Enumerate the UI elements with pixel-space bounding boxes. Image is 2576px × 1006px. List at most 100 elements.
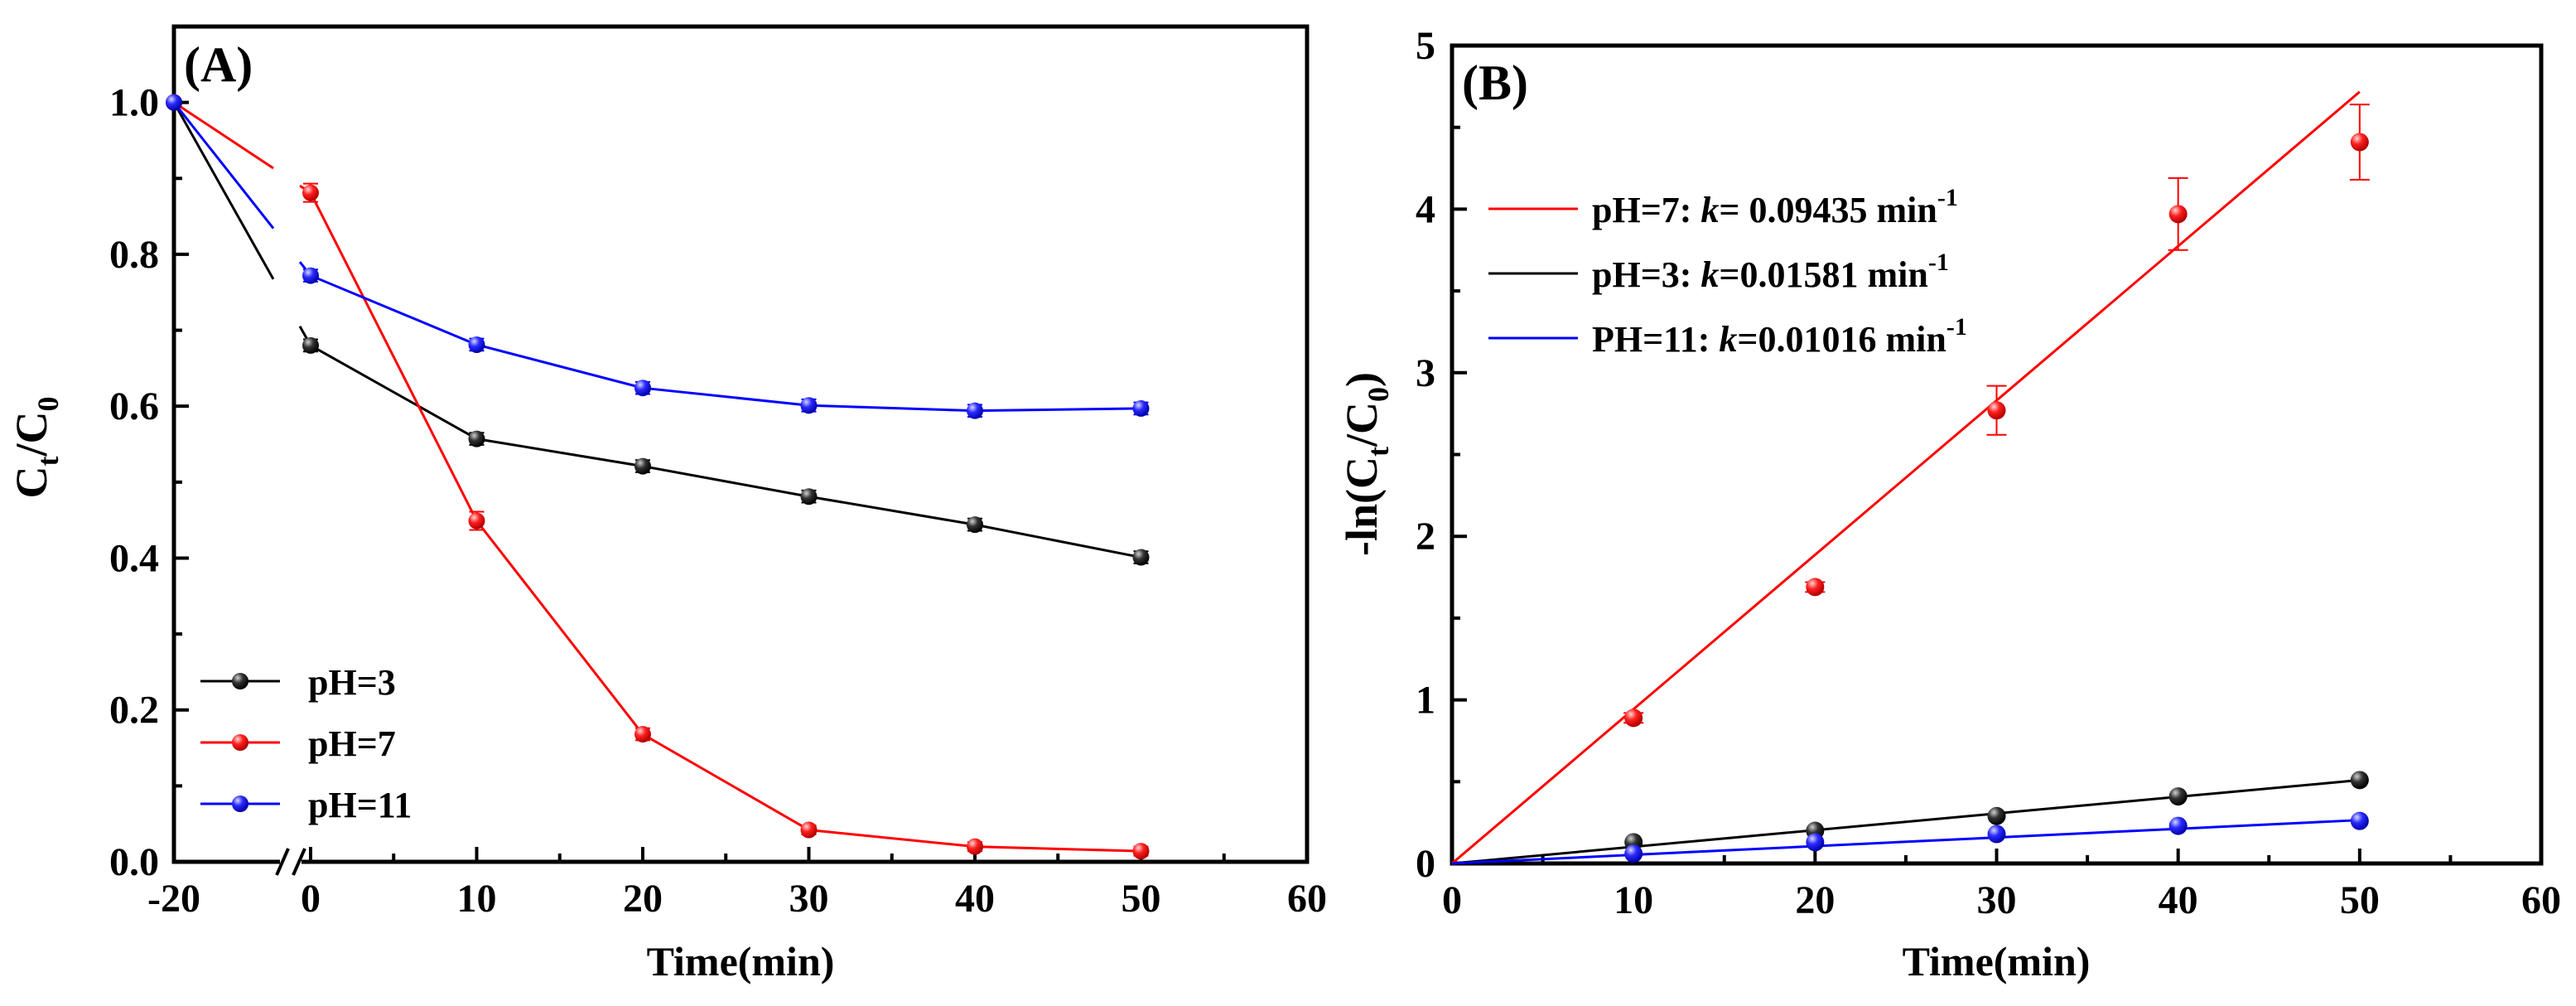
data-point-a [967, 838, 983, 855]
series-line-a [642, 733, 810, 831]
data-point-b [1987, 825, 2006, 844]
legend-label-k: k [1700, 254, 1719, 295]
y-axis-label-part: /C [7, 412, 56, 457]
legend-label-a: pH=7 [308, 723, 396, 764]
series-line-a [642, 386, 809, 407]
data-point-b [1806, 833, 1825, 852]
y-axis-label-subscript: t [31, 457, 65, 467]
series-line-a [808, 829, 976, 849]
data-point-a [967, 516, 983, 534]
legend-marker-a [232, 673, 248, 689]
x-tick-label-b: 30 [1977, 878, 2017, 922]
x-axis-label-a: Time(min) [647, 938, 835, 984]
x-tick-label-a: 50 [1122, 877, 1161, 921]
series-line-a [172, 101, 275, 230]
y-axis-label-part: /C [1337, 402, 1387, 447]
data-point-a [302, 336, 319, 354]
y-axis-label-part: C [7, 467, 56, 499]
fit-line-b [1451, 819, 2360, 865]
y-axis-label-part: -ln(C [1337, 457, 1387, 556]
x-tick-label-b: 20 [1795, 878, 1835, 922]
data-point-a [302, 267, 319, 284]
data-point-a [634, 726, 651, 743]
series-line-a [310, 274, 478, 346]
series-line-a [974, 845, 1141, 853]
legend-label-part: =0.01016 min [1737, 319, 1946, 360]
legend-label-a: pH=11 [308, 785, 412, 825]
data-point-a [634, 380, 651, 397]
y-axis-label-subscript: 0 [1362, 387, 1395, 402]
legend-label-part: pH=7: [1592, 190, 1700, 230]
series-line-a [173, 101, 274, 170]
series-line-a [808, 495, 976, 526]
y-axis-label-b: -ln(Ct/C0) [1337, 372, 1395, 556]
y-axis-label-part: ) [1337, 372, 1387, 387]
y-tick-label-a: 1.0 [109, 81, 159, 125]
data-point-b [1624, 844, 1643, 863]
y-tick-label-a: 0.6 [109, 385, 159, 428]
data-point-a [967, 402, 983, 419]
data-point-a [302, 184, 319, 201]
legend-label-superscript: -1 [1928, 249, 1949, 276]
y-axis-label-a: Ct/C0 [7, 397, 65, 499]
series-line-a [974, 407, 1141, 413]
legend-label-superscript: -1 [1946, 313, 1967, 341]
series-line-a [642, 465, 809, 498]
data-point-b [1806, 578, 1825, 597]
legend-label-part: =0.01581 min [1719, 254, 1927, 295]
data-point-b [1987, 401, 2006, 420]
x-tick-label-b: 50 [2340, 878, 2380, 922]
panel-a: -20 0 10 20 30 40 50 60 0.0 0.2 0.4 0.6 0.8 1.0 (A) Tim… [7, 24, 1327, 984]
data-point-a [1132, 843, 1150, 860]
x-axis-label-b: Time(min) [1903, 938, 2091, 984]
data-point-b [2168, 787, 2188, 806]
panel-label-b: (B) [1462, 56, 1528, 110]
legend-label-superscript: -1 [1937, 184, 1958, 211]
axis-break-slash-a [292, 848, 306, 876]
y-tick-label-b: 3 [1416, 351, 1435, 395]
x-tick-label-a: 20 [623, 877, 663, 921]
series-line-a [475, 520, 644, 735]
y-tick-label-a: 0.2 [109, 689, 159, 733]
data-point-b [2350, 811, 2369, 830]
series-line-a [172, 101, 275, 280]
data-point-a [166, 94, 182, 111]
y-tick-label-b: 1 [1416, 679, 1435, 723]
data-point-a [468, 430, 485, 447]
series-line-a [476, 343, 644, 389]
data-point-a [1132, 549, 1150, 566]
data-point-a [1132, 399, 1150, 417]
y-axis-label-subscript: t [1362, 447, 1395, 457]
y-tick-label-a: 0.0 [109, 840, 159, 884]
series-line-a [808, 404, 976, 413]
x-tick-label-a: 40 [955, 877, 995, 921]
y-tick-label-b: 5 [1416, 24, 1435, 68]
legend-label-a: pH=3 [308, 662, 396, 703]
legend-label-part: PH=11: [1592, 319, 1719, 360]
data-point-a [800, 488, 818, 505]
legend-marker-a [232, 796, 248, 812]
y-tick-label-a: 0.4 [109, 536, 159, 580]
legend-marker-a [232, 734, 248, 751]
data-point-a [800, 397, 818, 414]
legend-label-k: k [1719, 319, 1737, 360]
data-point-b [2168, 205, 2188, 224]
legend-label-part: = 0.09435 min [1719, 190, 1937, 230]
axis-break-slash-a [275, 848, 290, 876]
y-tick-label-b: 4 [1416, 187, 1435, 231]
x-tick-label-a: -20 [147, 877, 200, 921]
data-point-a [634, 457, 651, 475]
series-line-a [310, 344, 478, 440]
x-tick-label-b: 0 [1442, 878, 1462, 922]
x-tick-label-b: 10 [1614, 878, 1653, 922]
legend-label-b: PH=11: k=0.01016 min-1 [1592, 313, 1967, 360]
plot-frame-b [1450, 43, 2544, 866]
x-tick-label-a: 10 [457, 877, 497, 921]
x-tick-label-a: 0 [301, 877, 321, 921]
legend-label-k: k [1700, 190, 1719, 230]
x-tick-label-a: 30 [789, 877, 829, 921]
series-line-a [309, 192, 478, 522]
panel-label-a: (A) [184, 37, 253, 92]
legend-label-part: pH=3: [1592, 254, 1700, 295]
fit-line-b [1451, 90, 2361, 865]
